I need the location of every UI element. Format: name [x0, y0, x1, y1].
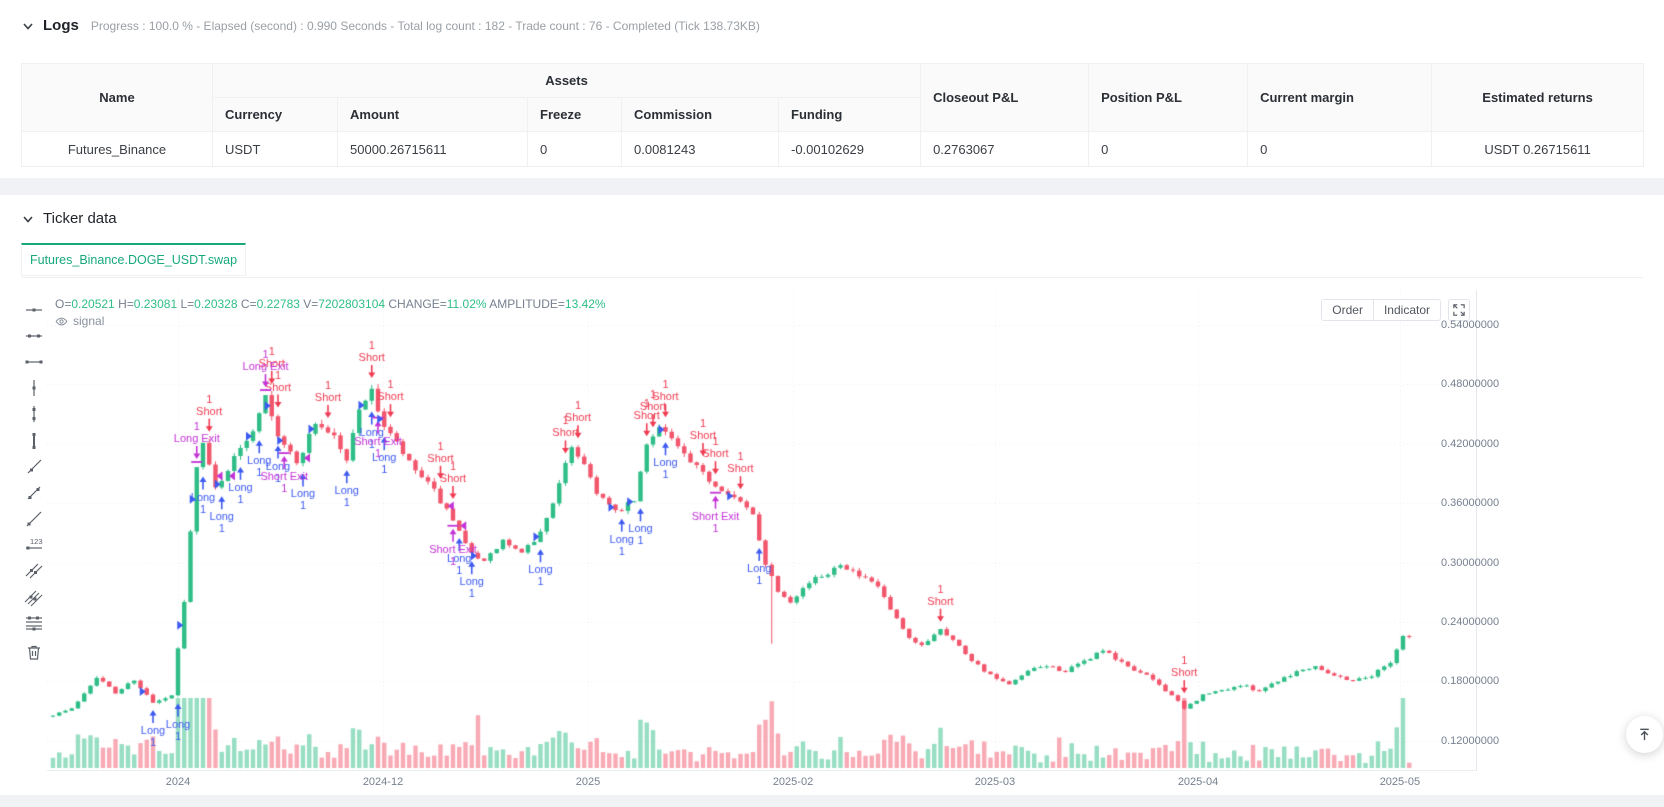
cell-name: Futures_Binance	[21, 131, 213, 167]
tool-vertical-segment-icon[interactable]	[24, 404, 44, 424]
ohlc-label: C=	[240, 297, 257, 311]
ohlc-label: L=	[180, 297, 195, 311]
time-axis-label: 2024	[165, 776, 191, 788]
tool-segment-icon[interactable]	[24, 483, 44, 503]
tool-trend-line-icon[interactable]	[24, 509, 44, 529]
price-axis-label: 0.54000000	[1441, 319, 1500, 331]
col-header-amount: Amount	[337, 97, 528, 132]
price-axis-label: 0.36000000	[1441, 497, 1500, 510]
order-button[interactable]: Order	[1332, 303, 1363, 317]
cell-freeze: 0	[527, 131, 622, 167]
eye-icon	[55, 317, 68, 325]
col-header-freeze: Freeze	[527, 97, 622, 132]
time-axis-label: 2025-03	[974, 776, 1016, 788]
cell-amount: 50000.26715611	[337, 131, 528, 167]
ticker-tabbar: Futures_Binance.DOGE_USDT.swap	[21, 243, 1643, 278]
chart-canvas[interactable]	[47, 290, 1476, 770]
price-axis-label: 0.18000000	[1441, 675, 1500, 688]
price-axis-label: 0.24000000	[1441, 616, 1500, 628]
time-axis-label: 2025	[575, 776, 601, 788]
fullscreen-button[interactable]	[1448, 299, 1470, 321]
ohlc-value: 7202803104	[318, 297, 389, 311]
tool-fibonacci-lines-icon[interactable]	[24, 613, 44, 633]
cell-position-pnl: 0	[1088, 131, 1249, 167]
indicator-button[interactable]: Indicator	[1372, 300, 1440, 320]
ticker-data-section: Ticker data Futures_Binance.DOGE_USDT.sw…	[0, 195, 1664, 795]
trash-icon[interactable]	[24, 642, 44, 662]
logs-title: Logs	[43, 17, 79, 34]
col-header-assets: Assets	[211, 63, 922, 98]
scroll-to-top-button[interactable]	[1626, 716, 1663, 753]
col-header-current-margin: Current margin	[1247, 63, 1433, 132]
chart-button-group: Order Indicator	[1321, 299, 1441, 321]
tool-channel-icon[interactable]	[24, 587, 44, 607]
candlestick-chart[interactable]: O=0.20521 H=0.23081 L=0.20328 C=0.22783 …	[47, 290, 1477, 771]
ohlc-value: 0.22783	[256, 297, 304, 311]
fullscreen-icon	[1453, 304, 1465, 316]
logs-collapse-chevron-icon[interactable]	[21, 19, 35, 33]
tab-label: Futures_Binance.DOGE_USDT.swap	[29, 253, 238, 267]
cell-estimated-returns: USDT 0.26715611	[1431, 131, 1645, 167]
ohlc-label: V=	[303, 297, 319, 311]
ohlc-readout: O=0.20521 H=0.23081 L=0.20328 C=0.22783 …	[55, 297, 606, 311]
col-header-commission: Commission	[621, 97, 779, 132]
cell-closeout-pnl: 0.2763067	[920, 131, 1090, 167]
logs-summary: Progress : 100.0 % - Elapsed (second) : …	[90, 18, 760, 33]
ohlc-label: H=	[118, 297, 134, 311]
price-axis-label: 0.12000000	[1441, 734, 1500, 747]
tool-horizontal-segment-icon[interactable]	[24, 326, 44, 346]
col-header-currency: Currency	[212, 97, 338, 132]
time-axis-label: 2025-05	[1379, 776, 1421, 788]
col-header-closeout-pnl: Closeout P&L	[920, 63, 1090, 132]
price-axis-label: 0.30000000	[1441, 556, 1500, 569]
tool-parallel-lines-icon[interactable]	[24, 561, 44, 581]
tool-price-line-icon[interactable]: 123	[24, 535, 44, 555]
svg-text:123: 123	[30, 537, 43, 546]
assets-table: Name Assets Closeout P&L Position P&L Cu…	[21, 63, 1645, 167]
col-header-position-pnl: Position P&L	[1088, 63, 1249, 132]
ohlc-label: O=	[55, 297, 72, 311]
time-axis-label: 2025-04	[1177, 776, 1219, 788]
ohlc-value: 0.23081	[133, 297, 181, 311]
col-header-funding: Funding	[777, 97, 922, 132]
price-axis-label: 0.42000000	[1441, 437, 1500, 450]
signal-label: signal	[73, 314, 105, 328]
time-axis-label: 2025-02	[772, 776, 814, 788]
cell-commission: 0.0081243	[621, 131, 779, 167]
tool-vertical-line-icon[interactable]	[24, 431, 44, 451]
ohlc-label: AMPLITUDE=	[489, 297, 565, 311]
tool-vertical-ray-icon[interactable]	[24, 378, 44, 398]
table-row: Futures_Binance USDT 50000.26715611 0 0.…	[21, 131, 1645, 167]
tool-ray-line-icon[interactable]	[24, 457, 44, 477]
scroll-to-top-icon	[1640, 728, 1649, 741]
ticker-collapse-chevron-icon[interactable]	[21, 212, 35, 226]
tab-futures-binance-doge-usdt-swap[interactable]: Futures_Binance.DOGE_USDT.swap	[21, 243, 246, 276]
ohlc-value: 0.20521	[71, 297, 119, 311]
price-axis-label: 0.48000000	[1441, 378, 1500, 391]
time-axis-label: 2024-12	[362, 776, 404, 788]
ohlc-value: 11.02%	[446, 297, 490, 311]
cell-currency: USDT	[212, 131, 338, 167]
cell-funding: -0.00102629	[777, 131, 922, 167]
tool-horizontal-ray-icon[interactable]	[24, 300, 44, 320]
cell-current-margin: 0	[1247, 131, 1433, 167]
tool-horizontal-line-icon[interactable]	[24, 352, 44, 372]
signal-indicator-toggle[interactable]: signal	[55, 314, 104, 328]
ohlc-label: CHANGE=	[388, 297, 447, 311]
ohlc-value: 0.20328	[194, 297, 241, 311]
ohlc-value: 13.42%	[564, 297, 606, 311]
logs-section: Logs Progress : 100.0 % - Elapsed (secon…	[0, 0, 1664, 178]
col-header-estimated-returns: Estimated returns	[1431, 63, 1645, 132]
ticker-title: Ticker data	[43, 210, 117, 227]
col-header-name: Name	[21, 63, 213, 132]
